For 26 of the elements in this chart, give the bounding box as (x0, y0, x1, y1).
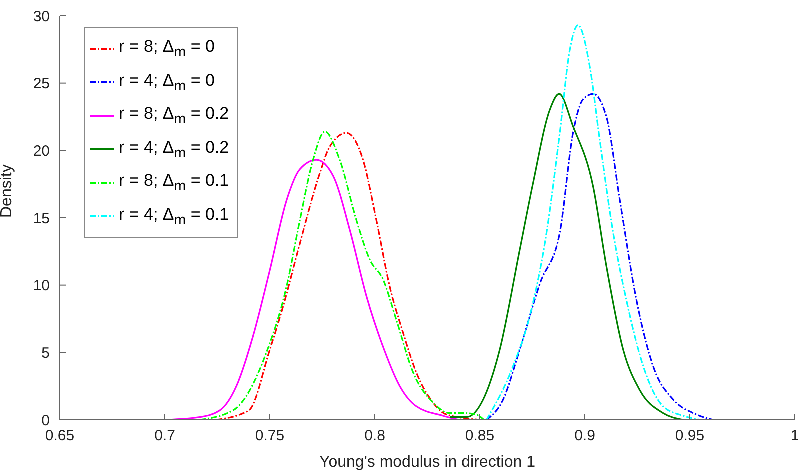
y-tick-label: 15 (33, 210, 50, 228)
legend-label: r = 4; Δ$_{m}$ = 0 (119, 70, 215, 94)
legend-label: r = 8; Δ$_{m}$ = 0.2 (119, 104, 230, 128)
y-tick-label: 20 (33, 142, 50, 160)
legend-label: r = 8; Δ$_{m}$ = 0.1 (119, 171, 230, 194)
x-tick-label: 0.85 (465, 428, 495, 445)
line-series (486, 24, 702, 420)
x-tick-label: 0.65 (45, 428, 75, 445)
x-tick-label: 0.7 (154, 428, 176, 445)
legend-label: r = 4; Δ$_{m}$ = 0.2 (119, 138, 230, 161)
line-series (486, 93, 714, 420)
y-tick-label: 25 (33, 76, 50, 93)
y-tick-label: 10 (33, 278, 50, 295)
y-axis-title: Density (0, 164, 16, 218)
x-tick-label: 1 (790, 428, 800, 445)
x-tick-label: 0.95 (675, 428, 705, 445)
x-tick-label: 0.8 (364, 428, 386, 445)
y-tick-label: 5 (42, 344, 50, 362)
x-axis-title: Young's modulus in direction 1 (320, 454, 536, 471)
y-tick-label: 30 (33, 8, 50, 26)
x-tick-label: 0.9 (574, 428, 596, 445)
legend-label: r = 8; Δ$_{m}$ = 0 (119, 37, 215, 60)
legend-label: r = 4; Δ$_{m}$ = 0.1 (119, 204, 230, 228)
y-tick-label: 0 (42, 412, 50, 430)
line-series (449, 93, 684, 420)
x-tick-label: 0.75 (255, 428, 285, 445)
